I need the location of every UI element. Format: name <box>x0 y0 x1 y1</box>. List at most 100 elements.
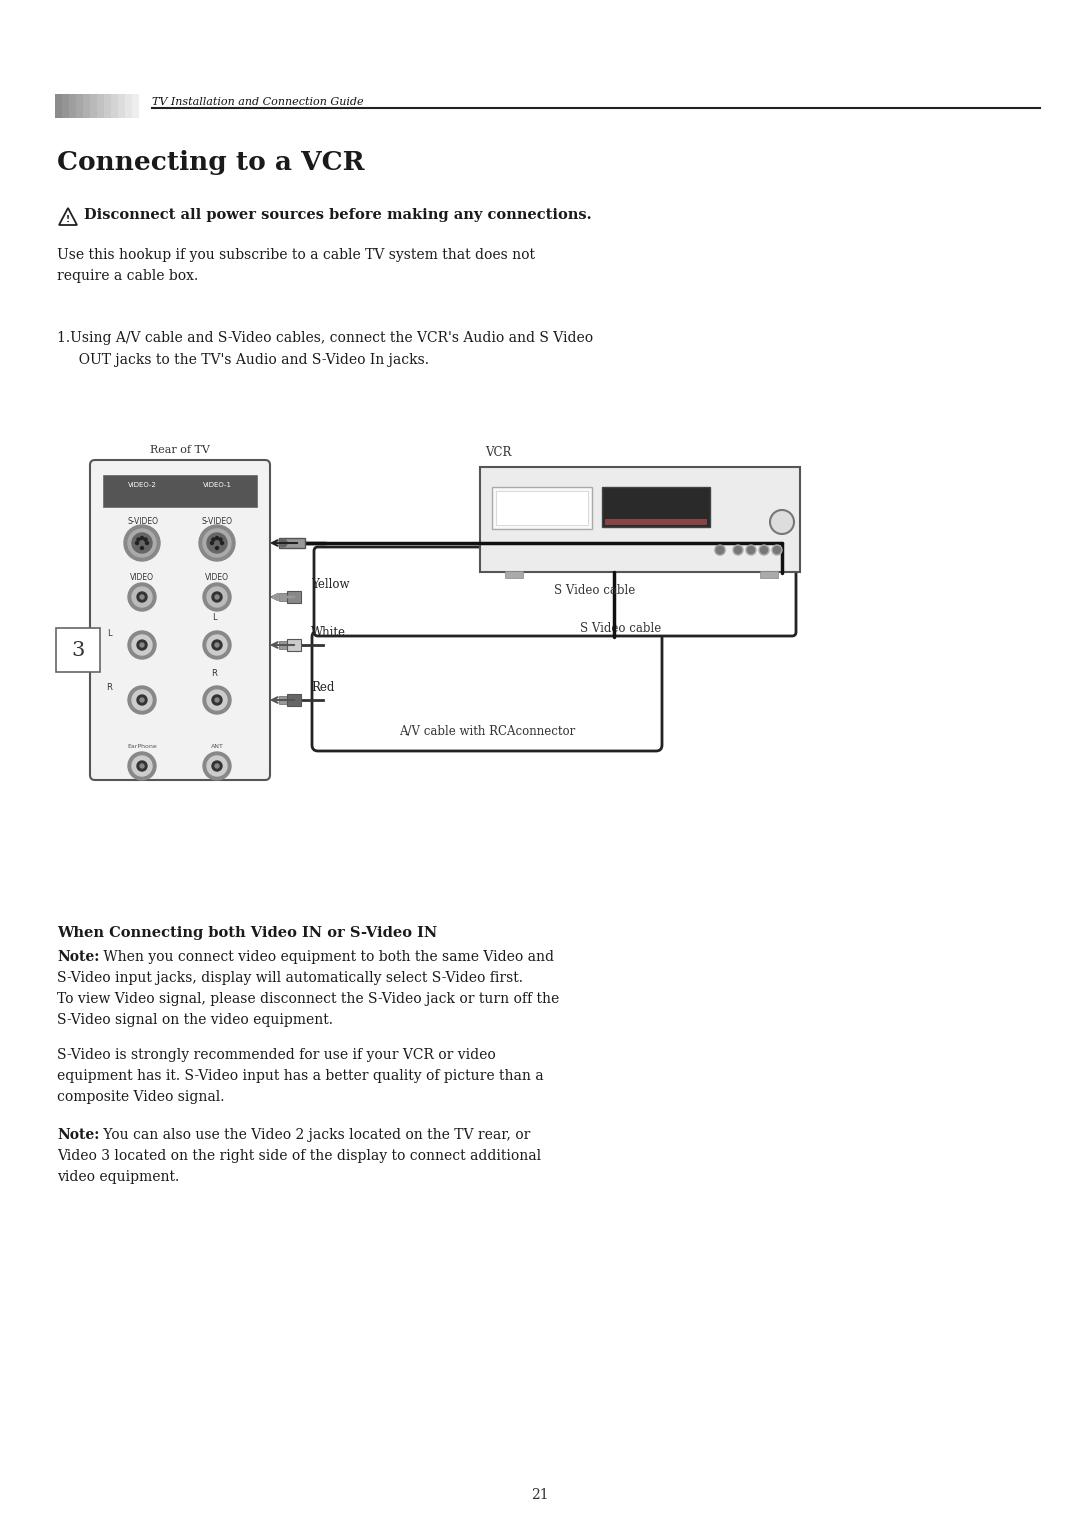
Circle shape <box>207 532 227 552</box>
Circle shape <box>140 546 144 549</box>
Circle shape <box>140 537 144 540</box>
Text: Rear of TV: Rear of TV <box>150 445 210 456</box>
Text: L: L <box>213 614 217 623</box>
Circle shape <box>129 583 156 611</box>
Text: R: R <box>106 684 112 692</box>
Text: A/V cable with RCAconnector: A/V cable with RCAconnector <box>399 724 576 738</box>
Circle shape <box>746 545 756 555</box>
Text: VIDEO: VIDEO <box>205 572 229 581</box>
Bar <box>90 94 97 118</box>
Bar <box>279 641 287 649</box>
Circle shape <box>132 690 152 710</box>
Bar <box>605 518 707 525</box>
Circle shape <box>215 764 219 769</box>
Circle shape <box>760 546 768 554</box>
Text: Red: Red <box>311 681 335 693</box>
Text: VIDEO-1: VIDEO-1 <box>203 482 232 488</box>
Text: !: ! <box>66 215 70 224</box>
Bar <box>279 696 287 704</box>
Text: equipment has it. S-Video input has a better quality of picture than a: equipment has it. S-Video input has a be… <box>57 1069 543 1083</box>
Circle shape <box>137 640 147 650</box>
Text: S-Video is strongly recommended for use if your VCR or video: S-Video is strongly recommended for use … <box>57 1048 496 1062</box>
Circle shape <box>759 545 769 555</box>
Bar <box>111 94 118 118</box>
Text: Connecting to a VCR: Connecting to a VCR <box>57 150 365 175</box>
Circle shape <box>140 764 144 769</box>
Circle shape <box>124 525 160 561</box>
Bar <box>279 538 305 548</box>
Circle shape <box>215 595 219 598</box>
Text: Note:: Note: <box>57 1127 99 1141</box>
Text: S-Video input jacks, display will automatically select S-Video first.: S-Video input jacks, display will automa… <box>57 971 523 985</box>
Circle shape <box>212 695 222 706</box>
Circle shape <box>129 752 156 779</box>
Circle shape <box>212 538 215 542</box>
FancyBboxPatch shape <box>312 630 662 752</box>
Bar <box>69 94 76 118</box>
Bar <box>76 94 83 118</box>
Circle shape <box>203 583 231 611</box>
Circle shape <box>212 640 222 650</box>
Text: TV Installation and Connection Guide: TV Installation and Connection Guide <box>152 97 364 107</box>
Circle shape <box>140 643 144 647</box>
Circle shape <box>129 686 156 713</box>
Circle shape <box>144 538 147 542</box>
Circle shape <box>772 545 782 555</box>
Bar <box>505 571 523 578</box>
Bar <box>83 94 90 118</box>
Circle shape <box>137 592 147 601</box>
Circle shape <box>207 588 227 607</box>
Bar <box>492 486 592 529</box>
Bar <box>62 94 69 118</box>
Text: S-VIDEO: S-VIDEO <box>127 517 158 526</box>
Bar <box>125 94 132 118</box>
Circle shape <box>203 630 231 660</box>
Text: Disconnect all power sources before making any connections.: Disconnect all power sources before maki… <box>84 209 592 222</box>
Bar <box>118 94 125 118</box>
Text: 3: 3 <box>71 641 84 660</box>
Bar <box>496 491 588 525</box>
Circle shape <box>212 761 222 772</box>
Text: Note:: Note: <box>57 950 99 963</box>
Circle shape <box>715 545 725 555</box>
Circle shape <box>129 529 156 557</box>
Circle shape <box>211 542 214 545</box>
Text: composite Video signal.: composite Video signal. <box>57 1091 225 1104</box>
Text: VIDEO-2: VIDEO-2 <box>129 482 157 488</box>
Bar <box>97 94 104 118</box>
Circle shape <box>146 542 149 545</box>
Bar <box>760 571 778 578</box>
FancyBboxPatch shape <box>90 460 270 779</box>
Circle shape <box>132 756 152 776</box>
Circle shape <box>770 509 794 534</box>
Circle shape <box>216 537 218 540</box>
Text: L: L <box>107 629 111 638</box>
Circle shape <box>734 546 742 554</box>
Circle shape <box>207 690 227 710</box>
Text: S Video cable: S Video cable <box>580 621 661 635</box>
Bar <box>104 94 111 118</box>
FancyBboxPatch shape <box>56 627 100 672</box>
Text: VCR: VCR <box>485 446 511 459</box>
Text: Yellow: Yellow <box>311 578 350 591</box>
Circle shape <box>132 635 152 655</box>
Circle shape <box>733 545 743 555</box>
Text: EarPhone: EarPhone <box>127 744 157 749</box>
Bar <box>132 94 139 118</box>
Bar <box>287 640 301 650</box>
Circle shape <box>203 686 231 713</box>
Bar <box>287 591 301 603</box>
Polygon shape <box>59 209 77 225</box>
Circle shape <box>747 546 755 554</box>
Circle shape <box>199 525 235 561</box>
Circle shape <box>132 532 152 552</box>
Bar <box>602 486 710 528</box>
Circle shape <box>140 698 144 703</box>
Bar <box>279 594 287 601</box>
Circle shape <box>279 538 287 548</box>
Text: S-Video signal on the video equipment.: S-Video signal on the video equipment. <box>57 1012 333 1026</box>
Text: You can also use the Video 2 jacks located on the TV rear, or: You can also use the Video 2 jacks locat… <box>99 1127 530 1141</box>
Circle shape <box>203 752 231 779</box>
Circle shape <box>716 546 724 554</box>
Text: VIDEO: VIDEO <box>130 572 154 581</box>
